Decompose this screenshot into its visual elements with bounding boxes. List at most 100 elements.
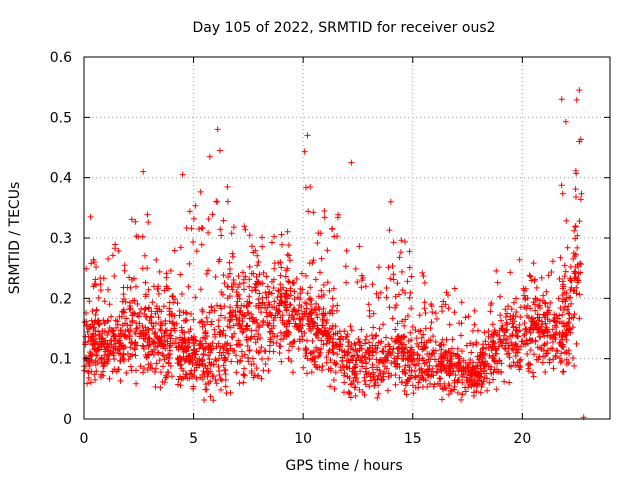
data-point — [101, 298, 108, 305]
y-tick-label: 0.3 — [50, 231, 72, 247]
data-point — [570, 255, 577, 262]
data-point — [127, 327, 134, 334]
data-point — [516, 362, 523, 369]
data-point — [191, 372, 198, 379]
data-point — [105, 255, 112, 262]
data-point — [206, 309, 213, 316]
data-point — [334, 351, 341, 358]
data-point — [299, 333, 306, 340]
data-point — [209, 211, 216, 218]
data-point — [120, 350, 127, 357]
data-point — [356, 243, 363, 250]
data-point — [264, 313, 271, 320]
data-point — [544, 303, 551, 310]
data-point — [139, 323, 146, 330]
data-point — [560, 320, 567, 327]
data-point — [181, 358, 188, 365]
data-point — [160, 363, 167, 370]
data-point — [268, 239, 275, 246]
data-point — [397, 249, 404, 256]
data-point — [326, 310, 333, 317]
data-point — [433, 315, 440, 322]
data-point — [154, 285, 161, 292]
data-point — [572, 235, 579, 242]
data-point — [491, 331, 498, 338]
data-point — [193, 375, 200, 382]
data-point — [405, 376, 412, 383]
data-point — [132, 218, 139, 225]
data-point — [277, 329, 284, 336]
data-point — [172, 335, 179, 342]
data-point — [121, 262, 128, 269]
data-point — [459, 379, 466, 386]
data-point — [215, 258, 222, 265]
data-point — [271, 298, 278, 305]
data-point — [359, 389, 366, 396]
data-point — [529, 315, 536, 322]
data-point — [282, 292, 289, 299]
data-point — [507, 333, 514, 340]
data-point — [155, 290, 162, 297]
data-point — [420, 272, 427, 279]
data-point — [381, 369, 388, 376]
data-point — [571, 227, 578, 234]
data-point — [427, 337, 434, 344]
data-point — [287, 301, 294, 308]
data-point — [191, 367, 198, 374]
data-point — [337, 335, 344, 342]
data-point — [534, 311, 541, 318]
data-point — [89, 307, 96, 314]
data-point — [97, 287, 104, 294]
data-point — [524, 312, 531, 319]
data-point — [289, 279, 296, 286]
data-point — [311, 361, 318, 368]
data-point — [134, 300, 141, 307]
data-point — [215, 317, 222, 324]
data-point — [190, 383, 197, 390]
data-point — [476, 359, 483, 366]
data-point — [133, 325, 140, 332]
data-point — [200, 368, 207, 375]
data-point — [227, 389, 234, 396]
data-point — [370, 324, 377, 331]
data-point — [206, 153, 213, 160]
data-point — [220, 272, 227, 279]
data-point — [100, 363, 107, 370]
data-point — [375, 359, 382, 366]
data-point — [120, 308, 127, 315]
data-point — [428, 319, 435, 326]
data-point — [554, 315, 561, 322]
data-point — [535, 317, 542, 324]
data-point — [415, 384, 422, 391]
data-point — [532, 320, 539, 327]
data-point — [323, 359, 330, 366]
data-point — [265, 367, 272, 374]
data-point — [370, 310, 377, 317]
data-point — [213, 343, 220, 350]
data-point — [285, 252, 292, 259]
data-point — [198, 318, 205, 325]
data-point — [352, 392, 359, 399]
data-point — [278, 358, 285, 365]
data-point — [262, 348, 269, 355]
data-point — [138, 305, 145, 312]
data-point — [569, 324, 576, 331]
data-point — [142, 279, 149, 286]
data-point — [469, 327, 476, 334]
data-point — [302, 299, 309, 306]
data-point — [392, 381, 399, 388]
data-point — [175, 339, 182, 346]
data-point — [504, 336, 511, 343]
data-point — [563, 336, 570, 343]
data-point — [489, 338, 496, 345]
data-point — [87, 379, 94, 386]
data-point — [132, 330, 139, 337]
data-point — [259, 243, 266, 250]
data-point — [383, 284, 390, 291]
data-point — [386, 304, 393, 311]
data-point — [346, 359, 353, 366]
data-point — [131, 346, 138, 353]
data-point — [541, 341, 548, 348]
data-point — [354, 379, 361, 386]
